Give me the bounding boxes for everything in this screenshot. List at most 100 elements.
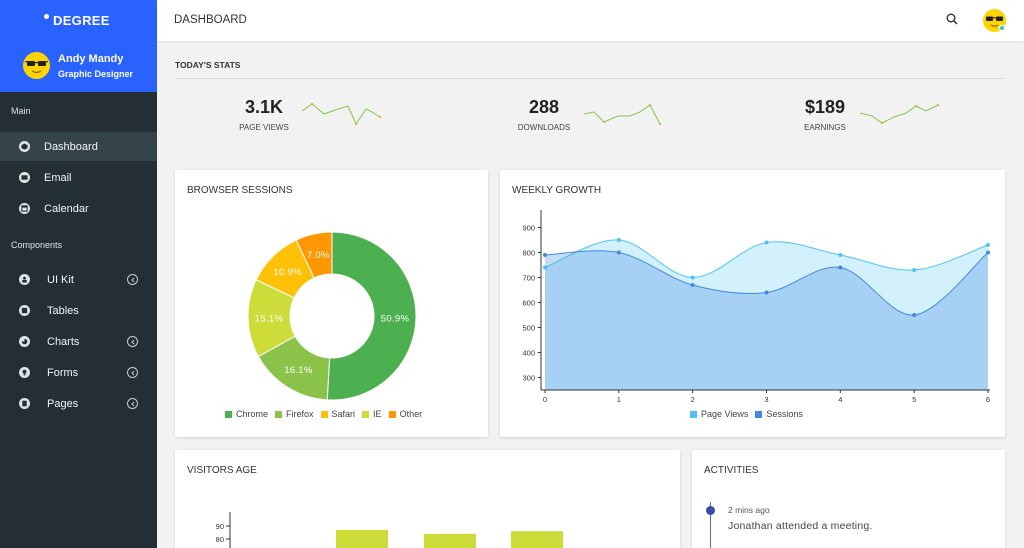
stats-divider xyxy=(175,78,1005,79)
y-tick-label: 800 xyxy=(522,249,535,258)
bar-1[interactable] xyxy=(424,533,476,548)
weekly-growth-area-chart: 300 400 500 600 700 800 900 0 1 2 3 4 5 6 xyxy=(522,210,990,404)
x-tick-label: 6 xyxy=(986,395,990,404)
chart-legend: Chrome Firefox Safari IE Other xyxy=(225,409,429,419)
chevron-left-icon[interactable] xyxy=(127,336,138,347)
legend-item-safari[interactable]: Safari xyxy=(320,409,356,419)
brand-dot-icon xyxy=(44,14,49,19)
pie-slice-other[interactable] xyxy=(295,231,333,279)
section-label-main: Main xyxy=(11,106,31,116)
data-point-page-views-4[interactable] xyxy=(838,253,843,257)
legend-item-sessions[interactable]: Sessions xyxy=(755,409,803,419)
sidebar-item-label: Email xyxy=(44,171,72,184)
card-title: BROWSER SESSIONS xyxy=(187,185,293,196)
data-point-page-views-5[interactable] xyxy=(912,268,917,272)
dashboard-icon xyxy=(19,141,30,152)
email-icon xyxy=(19,172,30,183)
area-fill-sessions xyxy=(545,250,988,390)
x-tick-label: 0 xyxy=(543,395,547,404)
stat-page-views: 3.1K PAGE VIEWS xyxy=(228,97,300,132)
activity-time: 2 mins ago xyxy=(728,505,770,515)
chevron-left-icon[interactable] xyxy=(127,398,138,409)
sidebar-item-tables[interactable]: Tables xyxy=(0,296,157,325)
y-tick-label: 500 xyxy=(522,324,535,333)
user-avatar[interactable] xyxy=(23,52,50,79)
sidebar-item-forms[interactable]: Forms xyxy=(0,358,157,387)
legend-item-chrome[interactable]: Chrome xyxy=(225,409,268,419)
brand-name: DEGREE xyxy=(53,13,110,28)
browser-sessions-donut-chart: 50.9% 16.1% 15.1% 10.9% 7.0% xyxy=(247,231,417,401)
data-point-sessions-1[interactable] xyxy=(616,250,621,255)
calendar-icon xyxy=(19,203,30,214)
data-point-sessions-6[interactable] xyxy=(986,250,990,255)
sidebar-item-ui-kit[interactable]: UI Kit xyxy=(0,265,157,294)
data-label-safari: 10.9% xyxy=(273,267,302,278)
stats-title: TODAY'S STATS xyxy=(175,60,241,70)
x-tick-label: 2 xyxy=(691,395,695,404)
sidebar-item-calendar[interactable]: Calendar xyxy=(0,194,157,223)
data-point-sessions-5[interactable] xyxy=(912,313,917,317)
sparkline-downloads xyxy=(584,104,661,125)
card-title: ACTIVITIES xyxy=(704,465,759,476)
data-point-sessions-0[interactable] xyxy=(543,253,547,257)
search-button[interactable] xyxy=(944,11,960,27)
stat-label: PAGE VIEWS xyxy=(239,123,289,132)
data-point-sessions-4[interactable] xyxy=(838,265,843,270)
data-point-page-views-3[interactable] xyxy=(764,240,769,245)
legend-item-other[interactable]: Other xyxy=(388,409,423,419)
stat-value: 288 xyxy=(528,97,560,117)
sidebar-header: DEGREE Andy Mandy Graphic Designer xyxy=(0,0,157,92)
legend-item-firefox[interactable]: Firefox xyxy=(275,409,314,419)
legend-label: IE xyxy=(373,409,382,419)
legend-swatch xyxy=(690,410,697,418)
data-label-chrome: 50.9% xyxy=(381,313,410,324)
data-label-other: 7.0% xyxy=(307,250,330,261)
data-point-page-views-6[interactable] xyxy=(986,243,990,247)
stat-earnings: $189 EARNINGS xyxy=(793,97,857,132)
x-tick-label: 5 xyxy=(912,395,916,404)
sidebar: DEGREE Andy Mandy Graphic Designer Main … xyxy=(0,0,157,548)
data-point-page-views-2[interactable] xyxy=(690,275,695,280)
online-status-indicator xyxy=(999,25,1005,31)
stat-label: DOWNLOADS xyxy=(517,123,571,132)
brand-logo[interactable]: DEGREE xyxy=(44,13,110,28)
bar-0[interactable] xyxy=(336,529,388,548)
legend-swatch xyxy=(275,410,283,418)
section-label-components: Components xyxy=(11,240,63,250)
legend-swatch xyxy=(320,410,328,418)
stat-value: $189 xyxy=(804,97,846,117)
sidebar-item-label: Forms xyxy=(47,366,79,379)
pie-slice-chrome[interactable] xyxy=(326,231,417,401)
sparkline-page-views xyxy=(302,103,381,126)
legend-swatch xyxy=(755,410,763,418)
user-name: Andy Mandy xyxy=(58,53,124,65)
data-point-sessions-2[interactable] xyxy=(690,283,695,287)
y-tick-label: 600 xyxy=(522,299,535,308)
legend-item-ie[interactable]: IE xyxy=(362,409,382,419)
page-title: DASHBOARD xyxy=(174,14,247,26)
legend-item-page-views[interactable]: Page Views xyxy=(690,409,748,419)
activity-text[interactable]: Jonathan attended a meeting. xyxy=(728,520,873,532)
chevron-left-icon[interactable] xyxy=(127,274,138,285)
emoji-sunglasses-icon xyxy=(986,16,1003,27)
legend-label: Safari xyxy=(331,409,356,419)
legend-swatch xyxy=(225,410,232,418)
data-point-page-views-0[interactable] xyxy=(543,265,547,270)
activities-card: ACTIVITIES 2 mins ago Jonathan attended … xyxy=(692,450,1005,548)
sidebar-item-email[interactable]: Email xyxy=(0,163,157,192)
chevron-left-icon[interactable] xyxy=(127,367,138,378)
sidebar-item-pages[interactable]: Pages xyxy=(0,389,157,418)
tables-icon xyxy=(19,305,30,316)
legend-label: Other xyxy=(399,409,423,419)
data-point-page-views-1[interactable] xyxy=(616,238,621,242)
legend-label: Firefox xyxy=(286,409,314,419)
sidebar-item-dashboard[interactable]: Dashboard xyxy=(0,132,157,161)
data-point-sessions-3[interactable] xyxy=(764,290,769,295)
top-bar: DASHBOARD xyxy=(157,0,1024,41)
x-tick-label: 4 xyxy=(838,395,842,404)
sidebar-item-charts[interactable]: Charts xyxy=(0,327,157,356)
stat-label: EARNINGS xyxy=(804,123,846,132)
search-icon xyxy=(946,13,958,25)
weekly-growth-card: WEEKLY GROWTH 300 400 500 600 700 800 900 0 1 2 3 4… xyxy=(500,170,1005,437)
bar-2[interactable] xyxy=(511,531,563,548)
